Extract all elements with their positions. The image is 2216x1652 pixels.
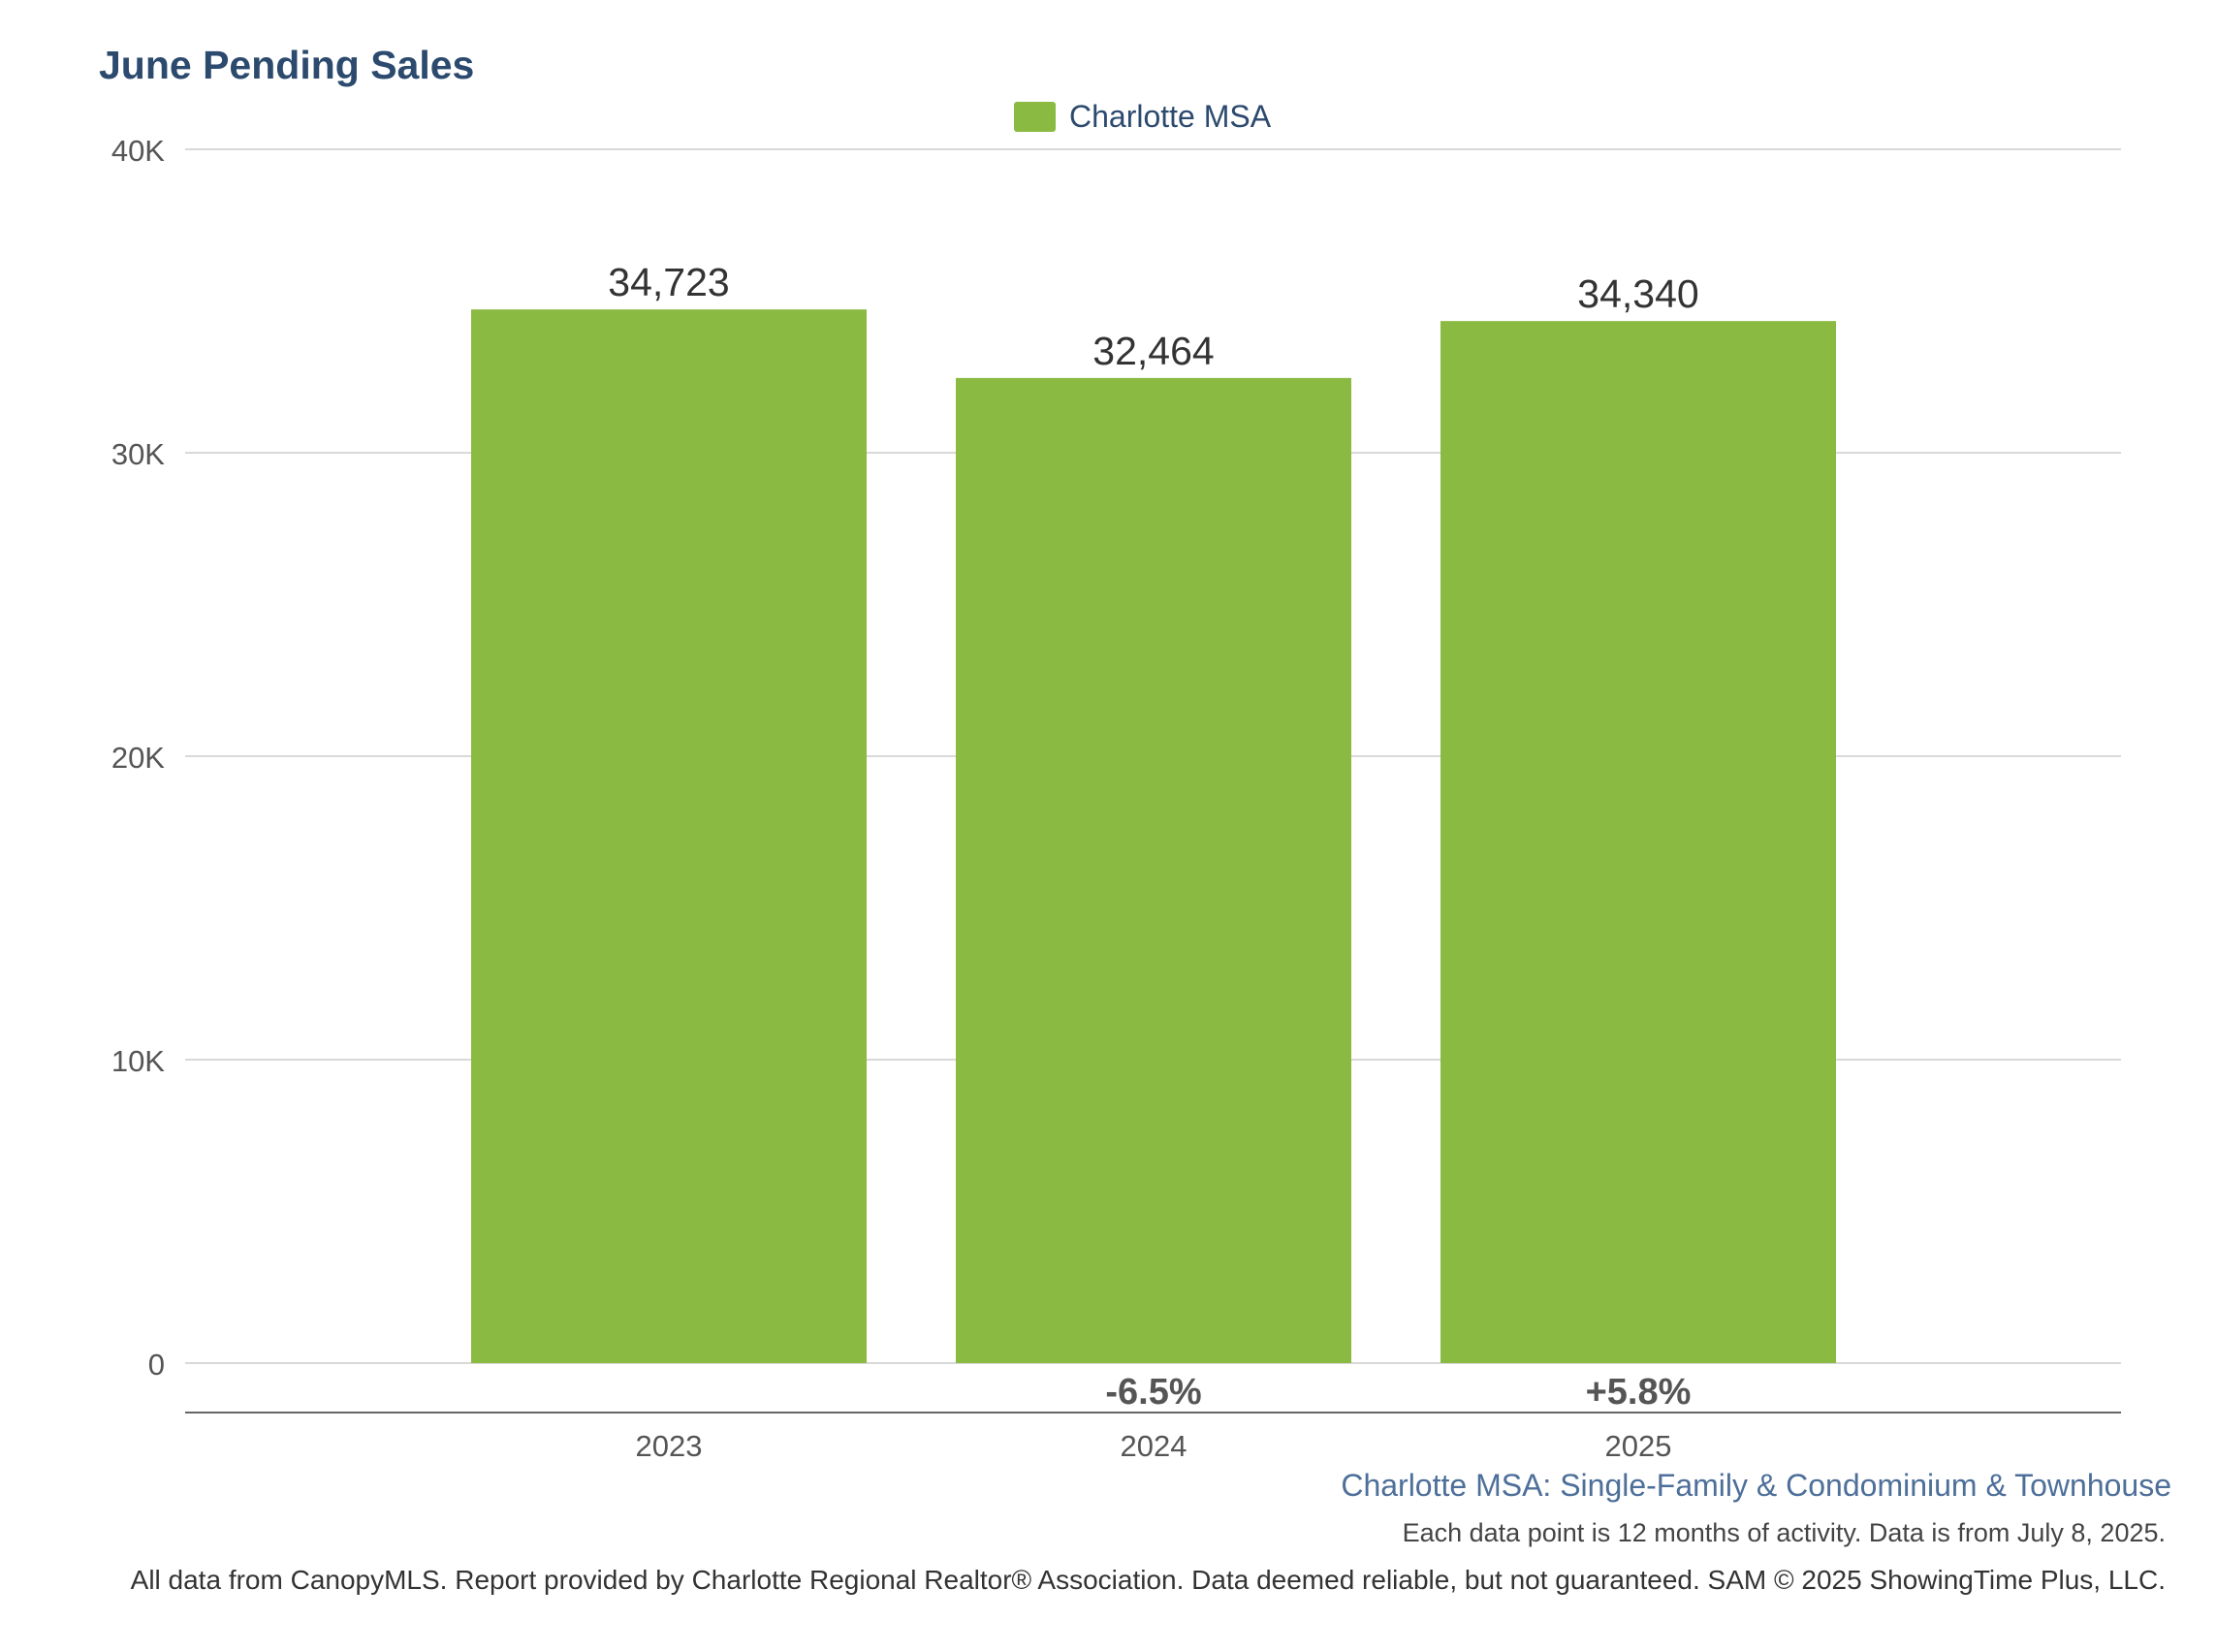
x-tick-label: 2023 [636, 1429, 703, 1463]
plot-area: 0 10K 20K 30K 40K 34,723 2023 32,464 -6.5% 2024 34… [111, 134, 2121, 1463]
data-label: 34,340 [1577, 271, 1698, 316]
change-label: -6.5% [1105, 1372, 1201, 1413]
y-tick-label: 40K [111, 134, 165, 168]
y-tick-label: 10K [111, 1044, 165, 1078]
legend-swatch [1014, 102, 1056, 132]
source-note: All data from CanopyMLS. Report provided… [130, 1565, 2166, 1595]
bar [471, 309, 867, 1363]
chart-subtitle: Charlotte MSA: Single-Family & Condomini… [1341, 1468, 2171, 1503]
x-tick-label: 2025 [1605, 1429, 1672, 1463]
y-tick-label: 0 [148, 1348, 165, 1382]
data-note: Each data point is 12 months of activity… [1402, 1518, 2166, 1547]
x-tick-label: 2024 [1121, 1429, 1187, 1463]
data-label: 34,723 [608, 260, 729, 304]
bar [1440, 321, 1836, 1364]
legend-label: Charlotte MSA [1069, 99, 1272, 134]
data-label: 32,464 [1092, 329, 1214, 373]
chart-title: June Pending Sales [99, 43, 475, 87]
y-tick-label: 20K [111, 741, 165, 775]
legend[interactable]: Charlotte MSA [1014, 99, 1271, 135]
y-tick-label: 30K [111, 437, 165, 471]
bar [956, 377, 1351, 1363]
change-label: +5.8% [1586, 1372, 1692, 1413]
